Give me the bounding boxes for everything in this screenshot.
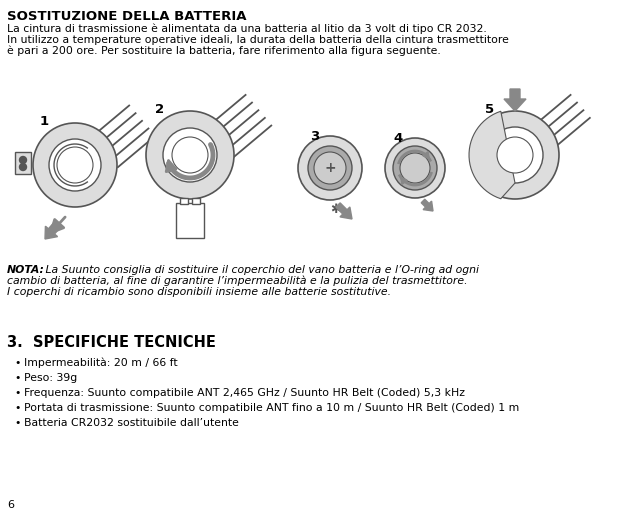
Text: •: • (14, 373, 21, 383)
Text: •: • (14, 388, 21, 398)
Text: Impermeabilità: 20 m / 66 ft: Impermeabilità: 20 m / 66 ft (24, 358, 178, 368)
Circle shape (471, 111, 559, 199)
Text: •: • (14, 358, 21, 368)
Circle shape (163, 128, 217, 182)
Circle shape (385, 138, 445, 198)
Circle shape (314, 152, 346, 184)
Text: •: • (14, 403, 21, 413)
Text: •: • (14, 418, 21, 428)
Text: In utilizzo a temperature operative ideali, la durata della batteria della cintu: In utilizzo a temperature operative idea… (7, 35, 509, 45)
Circle shape (497, 137, 533, 173)
Circle shape (172, 137, 208, 173)
Text: 3: 3 (310, 130, 319, 143)
Text: Batteria CR2032 sostituibile dall’utente: Batteria CR2032 sostituibile dall’utente (24, 418, 239, 428)
Circle shape (298, 136, 362, 200)
Text: Peso: 39g: Peso: 39g (24, 373, 77, 383)
Text: 4: 4 (393, 132, 403, 145)
FancyBboxPatch shape (15, 152, 31, 174)
Text: La Suunto consiglia di sostituire il coperchio del vano batteria e l’O-ring ad o: La Suunto consiglia di sostituire il cop… (42, 265, 479, 275)
Text: 3.  SPECIFICHE TECNICHE: 3. SPECIFICHE TECNICHE (7, 335, 216, 350)
Text: 2: 2 (155, 103, 164, 116)
Circle shape (19, 164, 26, 171)
Text: Frequenza: Suunto compatibile ANT 2,465 GHz / Suunto HR Belt (Coded) 5,3 kHz: Frequenza: Suunto compatibile ANT 2,465 … (24, 388, 465, 398)
FancyBboxPatch shape (180, 198, 188, 204)
Circle shape (33, 123, 117, 207)
Circle shape (393, 146, 437, 190)
Text: 1: 1 (40, 115, 49, 128)
FancyBboxPatch shape (192, 198, 200, 204)
Text: +: + (324, 161, 336, 175)
Text: cambio di batteria, al fine di garantire l’impermeabilità e la pulizia del trasm: cambio di batteria, al fine di garantire… (7, 276, 468, 287)
Text: 6: 6 (7, 500, 14, 510)
Text: 5: 5 (485, 103, 494, 116)
Text: è pari a 200 ore. Per sostituire la batteria, fare riferimento alla figura segue: è pari a 200 ore. Per sostituire la batt… (7, 46, 441, 57)
FancyBboxPatch shape (176, 203, 204, 238)
Circle shape (308, 146, 352, 190)
FancyArrow shape (45, 222, 60, 239)
Circle shape (49, 139, 101, 191)
Circle shape (146, 111, 234, 199)
Text: La cintura di trasmissione è alimentata da una batteria al litio da 3 volt di ti: La cintura di trasmissione è alimentata … (7, 24, 487, 35)
Circle shape (57, 147, 93, 183)
Text: ✱: ✱ (330, 203, 341, 216)
FancyArrow shape (421, 199, 433, 211)
Text: Portata di trasmissione: Suunto compatibile ANT fino a 10 m / Suunto HR Belt (Co: Portata di trasmissione: Suunto compatib… (24, 403, 519, 413)
Circle shape (400, 153, 430, 183)
Polygon shape (469, 111, 515, 199)
Circle shape (19, 156, 26, 164)
Text: NOTA:: NOTA: (7, 265, 45, 275)
Circle shape (487, 127, 543, 183)
Text: I coperchi di ricambio sono disponibili insieme alle batterie sostitutive.: I coperchi di ricambio sono disponibili … (7, 287, 391, 297)
FancyArrow shape (504, 89, 526, 111)
Text: SOSTITUZIONE DELLA BATTERIA: SOSTITUZIONE DELLA BATTERIA (7, 10, 247, 23)
FancyArrow shape (336, 203, 352, 219)
